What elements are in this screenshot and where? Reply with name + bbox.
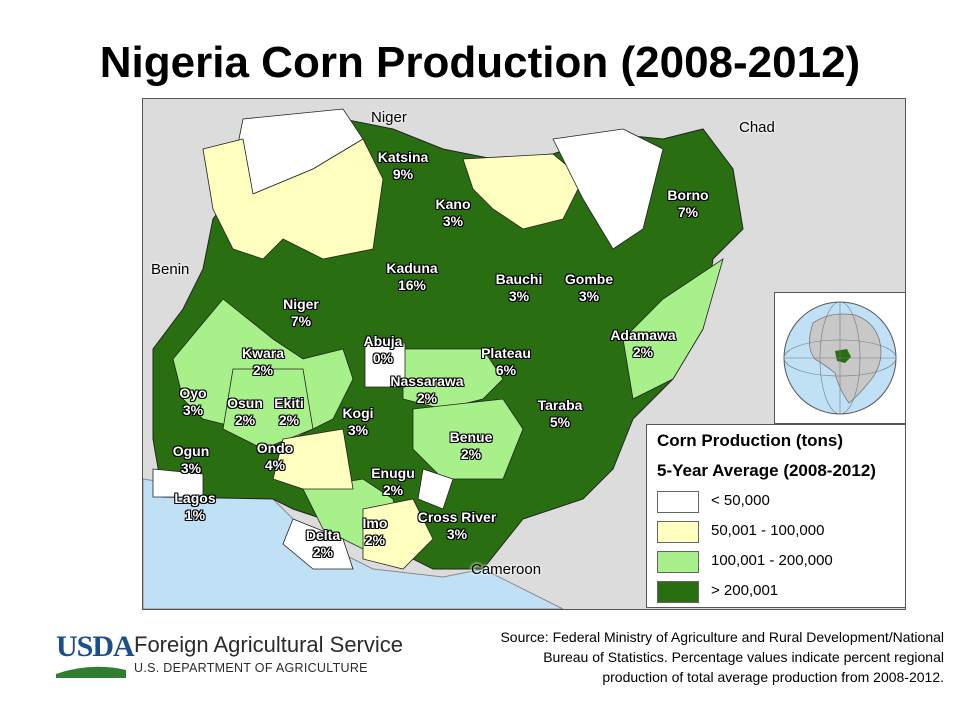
state-label-oyo: Oyo 3% bbox=[179, 385, 207, 418]
state-label-katsina: Katsina 9% bbox=[377, 149, 429, 182]
nassarawa-region bbox=[402, 348, 504, 410]
map-legend: Corn Production (tons) 5-Year Average (2… bbox=[646, 424, 906, 608]
state-label-nassarawa: Nassarawa 2% bbox=[390, 373, 464, 406]
state-label-ekiti: Ekiti 2% bbox=[274, 395, 304, 428]
department-name: U.S. DEPARTMENT OF AGRICULTURE bbox=[134, 661, 368, 675]
state-label-bauchi: Bauchi 3% bbox=[495, 271, 543, 304]
bayelsa-white bbox=[282, 518, 354, 570]
globe-svg bbox=[783, 301, 897, 415]
legend-item: > 200,001 bbox=[657, 581, 897, 603]
state-label-delta: Delta 2% bbox=[305, 527, 341, 560]
state-label-adamawa: Adamawa 2% bbox=[610, 327, 676, 360]
legend-item: 50,001 - 100,000 bbox=[657, 521, 897, 543]
state-label-kaduna: Kaduna 16% bbox=[386, 260, 438, 293]
state-label-benue: Benue 2% bbox=[449, 429, 493, 462]
anambra-yellow bbox=[362, 498, 434, 570]
legend-item: < 50,000 bbox=[657, 491, 897, 513]
state-label-enugu: Enugu 2% bbox=[371, 465, 415, 498]
source-note: Source: Federal Ministry of Agriculture … bbox=[424, 627, 944, 687]
source-line: Source: Federal Ministry of Agriculture … bbox=[500, 629, 944, 645]
state-label-gombe: Gombe 3% bbox=[564, 271, 614, 304]
state-label-ogun: Ogun 3% bbox=[172, 443, 210, 476]
legend-label: < 50,000 bbox=[711, 492, 770, 509]
nigeria-map: Niger Chad Benin Cameroon Katsina 9% Kano… bbox=[142, 98, 906, 610]
country-label-chad: Chad bbox=[739, 119, 775, 136]
country-label-niger: Niger bbox=[371, 109, 407, 126]
zamfara-kebbi bbox=[202, 138, 384, 260]
gulf-of-guinea bbox=[143, 478, 564, 609]
legend-label: 100,001 - 200,000 bbox=[711, 552, 833, 569]
legend-label: > 200,001 bbox=[711, 582, 779, 599]
adamawa bbox=[622, 258, 724, 400]
state-label-kogi: Kogi 3% bbox=[342, 405, 374, 438]
legend-title: Corn Production (tons) bbox=[657, 431, 844, 450]
state-label-kwara: Kwara 2% bbox=[241, 345, 285, 378]
country-label-benin: Benin bbox=[151, 261, 190, 278]
legend-subtitle: 5-Year Average (2008-2012) bbox=[657, 461, 876, 480]
globe-inset bbox=[774, 292, 906, 424]
edo-yellow bbox=[272, 428, 354, 490]
legend-swatch bbox=[657, 491, 699, 513]
map-svg bbox=[143, 108, 744, 609]
legend-item: 100,001 - 200,000 bbox=[657, 551, 897, 573]
state-label-imo: Imo 2% bbox=[362, 515, 388, 548]
state-label-lagos: Lagos 1% bbox=[174, 490, 216, 523]
lagos-white bbox=[152, 468, 204, 498]
jigawa bbox=[462, 153, 584, 230]
state-label-ondo: Ondo 4% bbox=[256, 440, 294, 473]
state-label-kano: Kano 3% bbox=[435, 196, 471, 229]
state-label-niger: Niger 7% bbox=[283, 296, 319, 329]
legend-label: 50,001 - 100,000 bbox=[711, 522, 825, 539]
source-line: production of total average production f… bbox=[602, 669, 944, 685]
state-label-cross-river: Cross River 3% bbox=[417, 509, 497, 542]
yobe bbox=[552, 128, 664, 250]
state-label-taraba: Taraba 5% bbox=[537, 397, 583, 430]
abuja-fct bbox=[364, 342, 406, 388]
ebonyi-white bbox=[417, 468, 454, 510]
usda-logo: USDA bbox=[56, 630, 135, 663]
source-line: Bureau of Statistics. Percentage values … bbox=[543, 649, 944, 665]
benue-region bbox=[412, 398, 524, 480]
state-label-abuja: Abuja 0% bbox=[363, 333, 403, 366]
usda-logo-swoosh bbox=[56, 666, 126, 678]
state-label-borno: Borno 7% bbox=[667, 187, 709, 220]
page-title: Nigeria Corn Production (2008-2012) bbox=[99, 38, 861, 87]
legend-swatch bbox=[657, 521, 699, 543]
legend-swatch bbox=[657, 581, 699, 603]
country-label-cameroon: Cameroon bbox=[471, 561, 542, 578]
state-label-plateau: Plateau 6% bbox=[481, 345, 531, 378]
legend-swatch bbox=[657, 551, 699, 573]
agency-name: Foreign Agricultural Service bbox=[134, 632, 404, 657]
state-label-osun: Osun 2% bbox=[227, 395, 263, 428]
